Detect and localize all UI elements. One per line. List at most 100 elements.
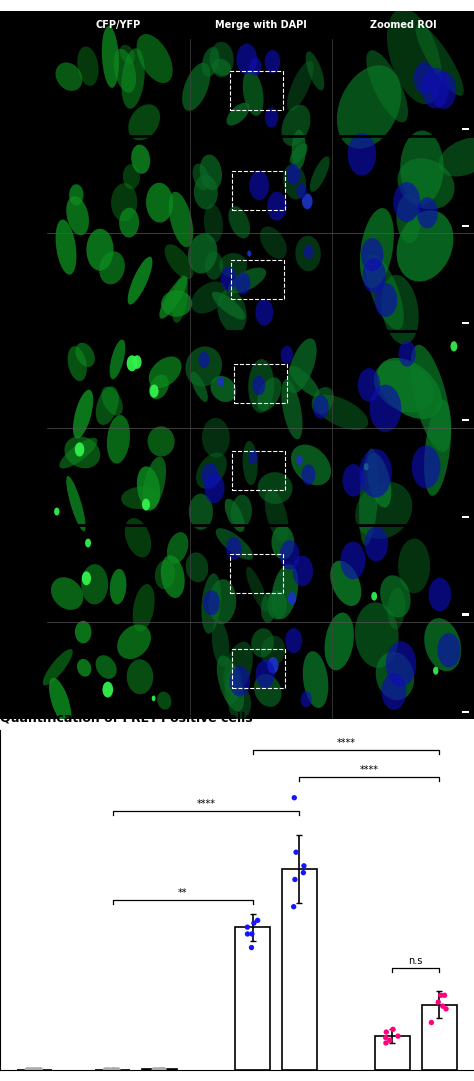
Ellipse shape [117,625,151,659]
Ellipse shape [424,400,451,496]
Point [389,1020,397,1038]
Circle shape [414,62,435,94]
Ellipse shape [282,105,310,146]
Circle shape [365,526,388,561]
Ellipse shape [231,495,252,529]
Point [248,925,255,943]
Point [291,871,299,889]
Ellipse shape [387,9,442,104]
Bar [462,322,469,324]
Ellipse shape [182,63,210,111]
Text: TauO$_{SynO-DHA}$: TauO$_{SynO-DHA}$ [3,592,16,652]
Point [112,1062,119,1079]
Ellipse shape [119,208,139,238]
Ellipse shape [261,592,276,623]
Ellipse shape [191,372,208,402]
Circle shape [132,356,142,369]
Ellipse shape [69,184,83,205]
Ellipse shape [218,290,246,333]
Ellipse shape [251,628,274,657]
Ellipse shape [367,452,391,508]
Ellipse shape [161,556,185,598]
Circle shape [255,299,273,325]
Ellipse shape [77,659,91,677]
Ellipse shape [68,346,87,382]
Ellipse shape [149,357,182,388]
Point [442,1000,450,1017]
Ellipse shape [205,252,223,280]
Ellipse shape [133,584,155,631]
Ellipse shape [365,254,404,330]
Ellipse shape [254,673,282,707]
Point [157,1062,164,1079]
Point [114,1062,122,1079]
Ellipse shape [137,466,160,509]
Circle shape [127,356,137,371]
Circle shape [255,659,275,689]
Ellipse shape [86,229,114,270]
Ellipse shape [128,104,160,141]
Text: CFP/YFP: CFP/YFP [96,19,141,30]
Ellipse shape [360,208,394,289]
Ellipse shape [380,575,410,617]
Ellipse shape [55,219,76,275]
Circle shape [248,450,258,464]
Circle shape [358,369,380,402]
Circle shape [150,385,159,398]
Point [110,1062,118,1079]
Ellipse shape [388,588,405,629]
Circle shape [265,107,278,128]
Text: Quantification of FRET-Positive cells: Quantification of FRET-Positive cells [0,711,253,724]
Ellipse shape [416,25,464,96]
Text: a: a [2,41,12,54]
Circle shape [201,463,219,489]
Circle shape [438,632,460,667]
Circle shape [301,691,311,707]
Ellipse shape [189,494,213,530]
Bar [462,710,469,712]
Ellipse shape [290,144,308,164]
Circle shape [361,238,383,271]
Ellipse shape [228,686,251,721]
Point [24,1062,31,1079]
Ellipse shape [355,482,412,539]
Circle shape [264,50,280,74]
Circle shape [370,385,401,432]
Ellipse shape [374,360,434,413]
Point [244,919,251,936]
Circle shape [54,508,60,516]
Text: ****: **** [336,738,356,748]
Ellipse shape [325,613,354,670]
Ellipse shape [164,244,193,279]
Point [106,1062,113,1079]
Ellipse shape [196,453,227,489]
Ellipse shape [202,46,219,77]
Ellipse shape [287,61,314,111]
Ellipse shape [66,196,89,236]
Circle shape [296,184,307,199]
Ellipse shape [248,359,274,413]
Ellipse shape [131,145,150,174]
Ellipse shape [73,390,93,439]
Point [244,925,251,943]
Text: 0.5 μM: 0.5 μM [28,269,36,295]
Point [386,1031,393,1049]
Ellipse shape [167,532,188,564]
Point [382,1035,390,1052]
Text: b: b [2,137,12,151]
Text: d: d [2,526,12,540]
Point [152,1062,160,1079]
Ellipse shape [81,564,108,604]
Point [439,998,447,1015]
Circle shape [288,592,296,604]
Circle shape [371,591,377,601]
Point [159,1062,167,1079]
Circle shape [285,628,302,653]
Ellipse shape [359,449,379,546]
Ellipse shape [243,441,258,485]
Ellipse shape [127,659,153,694]
Ellipse shape [210,42,234,78]
Point [441,987,448,1004]
Ellipse shape [223,642,253,695]
Ellipse shape [398,158,455,210]
